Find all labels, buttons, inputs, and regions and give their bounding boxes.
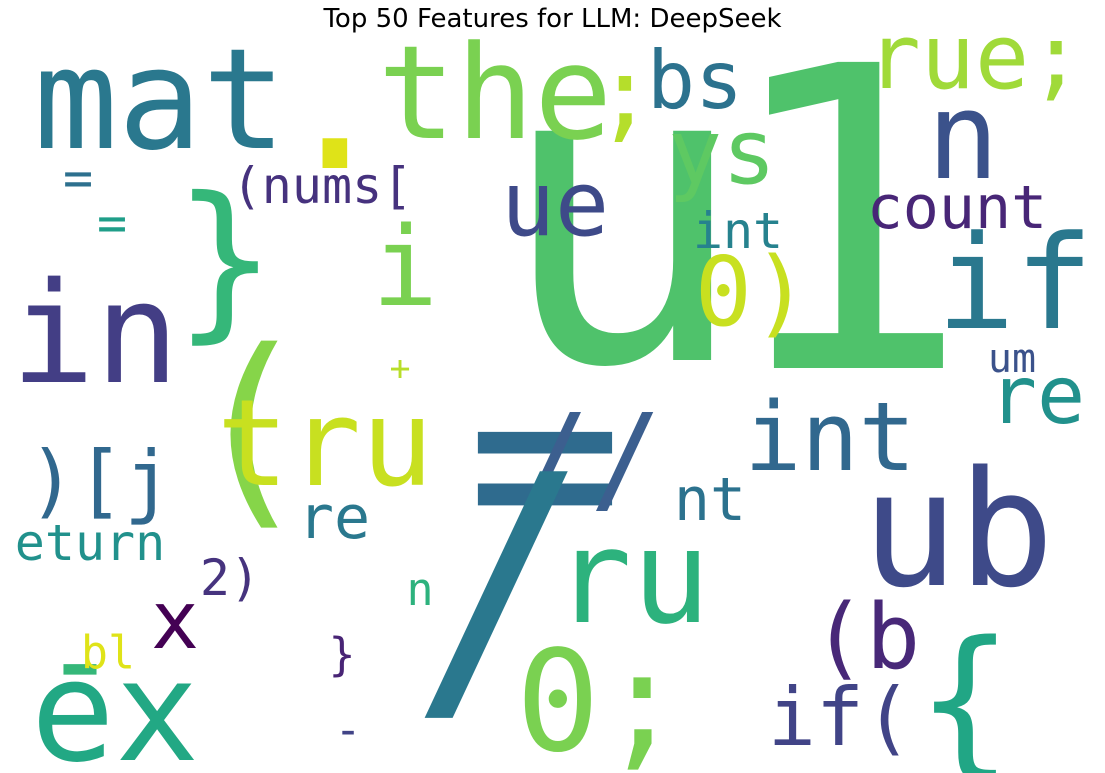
- word-44: }: [328, 628, 355, 681]
- word-19: {: [917, 606, 1013, 773]
- word-7: mat: [34, 19, 287, 182]
- word-17: }: [174, 161, 276, 359]
- word-2: =: [467, 310, 624, 612]
- word-18: 0;: [516, 621, 685, 773]
- word-31: -: [41, 584, 119, 736]
- word-15: n: [927, 68, 999, 207]
- word-20: int: [744, 383, 916, 493]
- word-40: 2): [200, 549, 260, 607]
- word-3: //: [518, 390, 663, 529]
- word-5: ub: [862, 436, 1055, 623]
- word-26: ;: [595, 35, 655, 152]
- word-37: re: [298, 483, 370, 553]
- word-28: re: [989, 349, 1085, 442]
- word-22: ue: [501, 152, 609, 257]
- word-36: nt: [674, 465, 746, 535]
- word-14: if: [937, 207, 1094, 359]
- word-0: u: [496, 0, 749, 460]
- word-8: the: [378, 17, 613, 169]
- word-43: n: [406, 563, 433, 616]
- word-35: =: [97, 194, 127, 252]
- word-6: in: [11, 253, 180, 416]
- word-45: -: [334, 703, 361, 756]
- word-30: 0): [695, 238, 809, 348]
- chart-title: Top 50 Features for LLM: DeepSeek: [323, 4, 782, 34]
- word-21: if(: [768, 671, 913, 764]
- word-27: count: [867, 173, 1048, 243]
- word-39: int: [693, 202, 783, 260]
- word-33: (b: [812, 585, 920, 690]
- word-32: x: [151, 574, 199, 667]
- word-23: i: [372, 203, 438, 331]
- word-24: bs: [647, 34, 743, 127]
- word-41: um: [988, 336, 1036, 382]
- word-11: tru: [217, 375, 434, 514]
- word-29: )[j: [28, 434, 173, 527]
- word-13: ex: [31, 631, 200, 773]
- word-10: (: [187, 305, 313, 550]
- word-38: eturn: [15, 514, 166, 572]
- word-12: ru: [554, 501, 711, 653]
- word-16: rue;: [867, 5, 1084, 110]
- word-34: (nums[: [232, 157, 413, 215]
- word-47: =: [63, 149, 93, 207]
- word-46: +: [389, 349, 410, 389]
- word-25: ys: [668, 100, 776, 205]
- word-9: .: [275, 0, 395, 216]
- word-1: 1: [719, 0, 972, 468]
- word-42: bl: [81, 626, 135, 679]
- word-4: /: [410, 412, 591, 761]
